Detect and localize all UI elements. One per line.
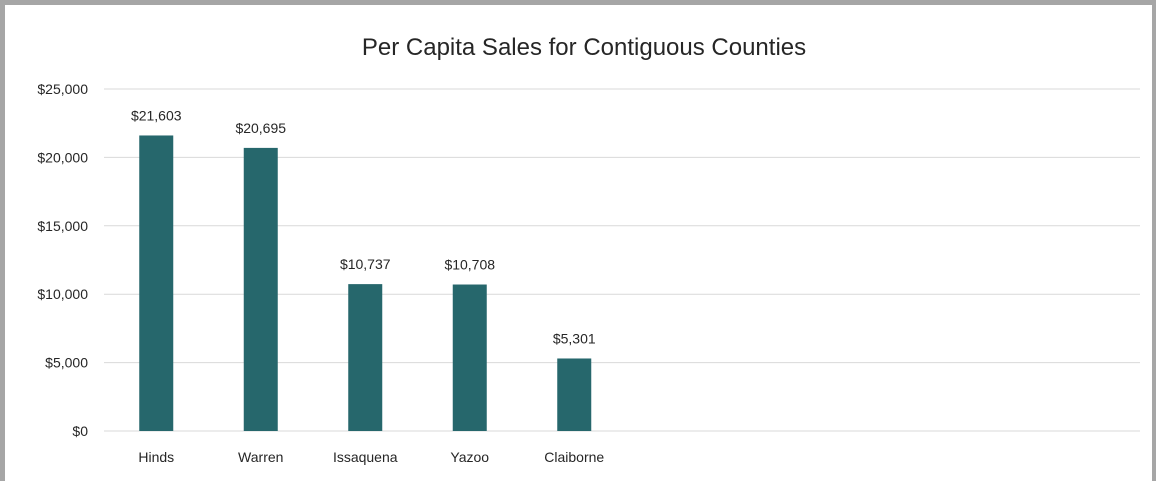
bar [243, 147, 278, 431]
y-tick-label: $25,000 [37, 81, 88, 97]
y-axis-tick-labels: $0 $5,000 $10,000 $15,000 $20,000 $25,000 [37, 81, 88, 439]
y-tick-label: $0 [72, 423, 88, 439]
y-tick-label: $15,000 [37, 218, 88, 234]
chart-title: Per Capita Sales for Contiguous Counties [362, 34, 806, 61]
x-axis-category-labels: Hinds Warren Issaquena Yazoo Claiborne [138, 449, 604, 465]
y-tick-label: $20,000 [37, 149, 88, 165]
bar [348, 284, 383, 431]
data-label: $10,737 [340, 256, 391, 272]
bar [139, 135, 174, 432]
data-label: $5,301 [553, 330, 596, 346]
data-label: $10,708 [444, 257, 495, 273]
y-tick-label: $5,000 [45, 355, 88, 371]
category-label: Claiborne [544, 449, 604, 465]
y-tick-label: $10,000 [37, 286, 88, 302]
category-label: Hinds [138, 449, 174, 465]
data-label: $20,695 [235, 120, 286, 136]
bar [557, 358, 592, 431]
bar [452, 284, 487, 431]
data-label: $21,603 [131, 107, 182, 123]
bars [139, 135, 592, 432]
data-labels: $21,603 $20,695 $10,737 $10,708 $5,301 [131, 107, 596, 346]
category-label: Issaquena [333, 449, 398, 465]
category-label: Warren [238, 449, 283, 465]
category-label: Yazoo [450, 449, 489, 465]
